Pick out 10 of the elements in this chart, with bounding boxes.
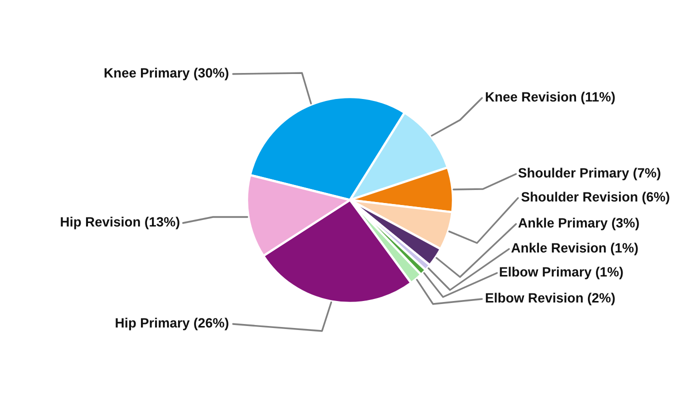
slice-label: Hip Primary (26%) [116,318,228,330]
slice-label: Knee Revision (11%) [486,92,615,104]
slice-label: Hip Revision (13%) [60,216,180,230]
slice-label: Shoulder Revision (6%) [521,192,670,204]
slice-label: Ankle Primary (3%) [518,218,639,230]
slice-label: Ankle Revision (1%) [511,242,638,256]
slice-label: Elbow Revision (2%) [486,292,615,306]
slice-label: Shoulder Primary (7%) [518,168,660,180]
slice-label: Elbow Primary (1%) [500,266,623,280]
slice-label: Knee Primary (30%) [104,68,228,80]
